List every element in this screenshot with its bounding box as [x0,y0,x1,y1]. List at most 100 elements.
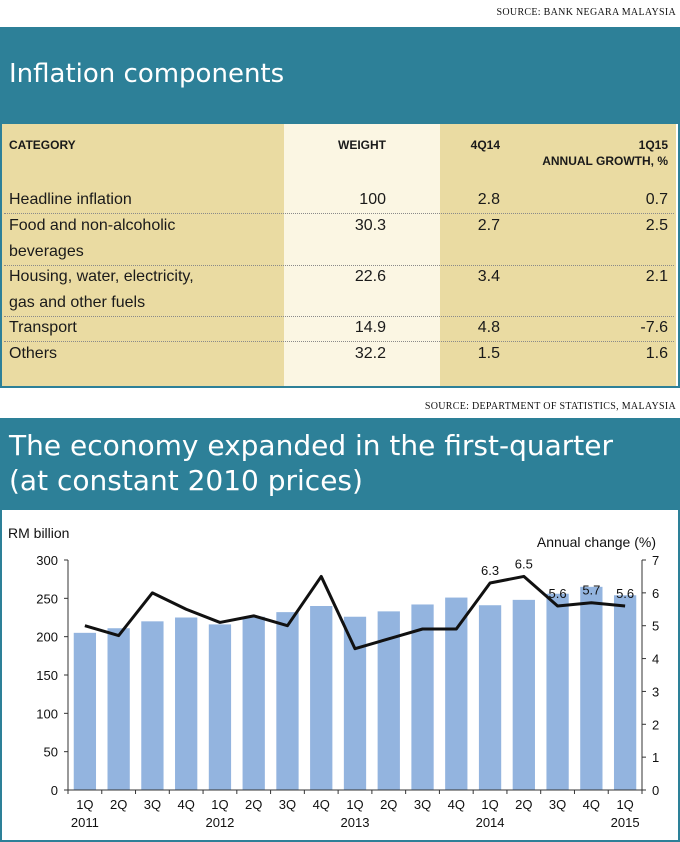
row-category: Housing, water, electricity, [9,268,194,285]
row-1q15: -7.6 [640,319,668,336]
data-label: 5.6 [616,586,634,601]
bar [546,593,569,790]
row-category: Others [9,345,58,362]
y-tick-label-right: 3 [652,684,659,699]
x-tick-label: 1Q [346,797,363,812]
row-weight: 32.2 [354,345,386,362]
data-label: 5.6 [549,586,567,601]
bar [107,628,130,790]
header-1q15-subtitle: ANNUAL GROWTH, % [542,154,668,168]
row-1q15: 0.7 [645,191,668,208]
bar [73,632,97,790]
y-tick-label-left: 0 [51,783,58,798]
bar [445,597,468,790]
x-tick-label: 4Q [583,797,600,812]
chart-title-line2: (at constant 2010 prices) [9,464,363,497]
row-divider [4,341,674,342]
col-bg-weight [284,124,440,386]
col-bg-1q15 [522,124,676,386]
y-tick-label-right: 7 [652,553,659,568]
y-tick-label-left: 150 [36,668,58,683]
header-1q15: 1Q15 [638,138,668,152]
row-weight: 100 [359,191,386,208]
x-tick-label: 3Q [144,797,161,812]
bar [377,611,400,790]
year-label: 2013 [341,815,370,830]
row-weight: 30.3 [354,217,386,234]
row-1q15: 1.6 [645,345,668,362]
row-divider [4,213,674,214]
y-tick-label-right: 5 [652,619,659,634]
table-title: Inflation components [9,59,285,89]
row-weight: 22.6 [354,268,386,285]
x-tick-label: 3Q [414,797,431,812]
x-tick-label: 4Q [178,797,195,812]
bar [580,586,603,790]
bar [208,624,232,790]
data-label: 5.7 [582,583,600,598]
header-weight: WEIGHT [338,138,386,152]
row-4q14: 1.5 [477,345,500,362]
bar [242,616,265,790]
data-label: 6.5 [515,556,533,571]
bar [613,595,637,790]
y-tick-label-right: 6 [652,586,659,601]
row-category: Food and non-alcoholic [9,217,176,234]
bar [175,617,198,790]
chart-title-banner: The economy expanded in the first-quarte… [0,418,680,510]
year-label: 2012 [205,815,234,830]
x-tick-label: 2Q [380,797,397,812]
row-1q15: 2.5 [645,217,668,234]
row-category: Headline inflation [9,191,132,208]
y-tick-label-right: 0 [652,783,659,798]
header-4q14: 4Q14 [470,138,500,152]
y-axis-title-right: Annual change (%) [537,534,656,550]
y-tick-label-right: 2 [652,717,659,732]
data-label: 6.3 [481,563,499,578]
row-weight: 14.9 [354,319,386,336]
bar [276,612,299,790]
y-tick-label-left: 250 [36,591,58,606]
chart-frame [0,510,680,842]
x-tick-label: 1Q [481,797,498,812]
year-label: 2015 [611,815,640,830]
table-source: SOURCE: BANK NEGARA MALAYSIA [496,7,676,18]
col-bg-category [2,124,284,386]
x-tick-label: 2Q [515,797,532,812]
bar [141,621,164,790]
bar [512,599,535,790]
row-divider [4,265,674,266]
row-4q14: 4.8 [477,319,500,336]
table-title-banner: Inflation components [0,27,680,124]
inflation-table: CATEGORY WEIGHT 4Q14 1Q15 ANNUAL GROWTH,… [2,124,678,386]
bar [310,606,333,790]
y-tick-label-left: 50 [44,745,58,760]
x-tick-label: 3Q [279,797,296,812]
row-category-cont: beverages [9,243,84,260]
y-axis-title-left: RM billion [8,525,69,541]
y-tick-label-left: 200 [36,630,58,645]
row-4q14: 2.8 [477,191,500,208]
x-tick-label: 3Q [549,797,566,812]
x-tick-label: 2Q [110,797,127,812]
row-4q14: 2.7 [477,217,500,234]
y-tick-label-left: 100 [36,706,58,721]
row-4q14: 3.4 [477,268,500,285]
header-category: CATEGORY [9,138,76,152]
y-tick-label-left: 300 [36,553,58,568]
x-tick-label: 4Q [448,797,465,812]
x-tick-label: 1Q [616,797,633,812]
x-tick-label: 1Q [76,797,93,812]
growth-line [84,574,626,651]
table-frame [0,124,680,388]
year-label: 2014 [476,815,505,830]
x-tick-label: 1Q [211,797,228,812]
gdp-chart: 0 50 100 150 200 250 300 0 1 2 3 4 5 6 7 1Q 2Q 3Q 4Q 1Q 2Q 3Q… [8,525,659,830]
x-tick-label: 4Q [313,797,330,812]
x-tick-label: 2Q [245,797,262,812]
bar [343,616,367,790]
row-1q15: 2.1 [645,268,668,285]
y-tick-label-right: 4 [652,652,659,667]
chart-source: SOURCE: DEPARTMENT OF STATISTICS, MALAYS… [424,401,676,412]
chart-title-line1: The economy expanded in the first-quarte… [9,429,614,462]
